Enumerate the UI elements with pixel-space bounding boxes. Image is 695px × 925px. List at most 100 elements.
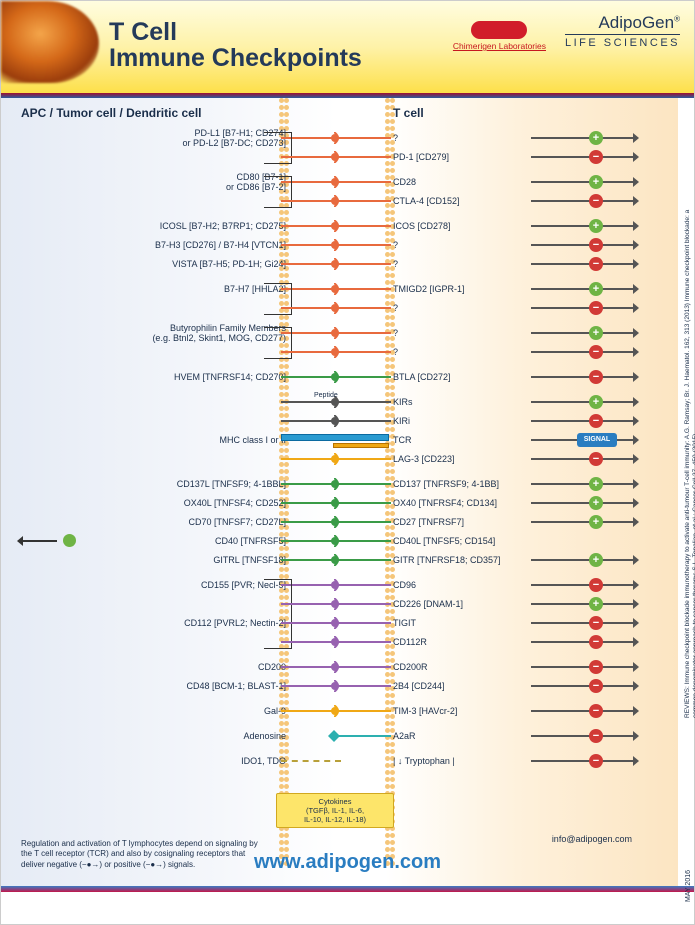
- receptor-label: 2B4 [CD244]: [393, 681, 523, 691]
- email: info@adipogen.com: [552, 834, 632, 844]
- arrowhead-icon: [633, 454, 639, 464]
- signal-arrow: +: [531, 502, 636, 504]
- signal-arrow: −: [531, 200, 636, 202]
- positive-signal-icon: +: [589, 219, 603, 233]
- arrowhead-icon: [633, 479, 639, 489]
- page: T Cell Immune Checkpoints Chimerigen Lab…: [0, 0, 695, 925]
- receptor-bar: [336, 401, 391, 403]
- positive-signal-icon: +: [589, 175, 603, 189]
- signal-arrow: −: [531, 735, 636, 737]
- ligand-label: MHC class I or II: [16, 435, 286, 445]
- ligand-label: B7-H7 [HHLA2]: [16, 284, 286, 294]
- interaction-row: CD112 [PVRL2; Nectin-2]TIGIT−: [1, 613, 694, 632]
- receptor-label: CD96: [393, 580, 523, 590]
- lag-bar: [333, 443, 389, 448]
- receptor-bar: [336, 584, 391, 586]
- col-header-left: APC / Tumor cell / Dendritic cell: [21, 106, 202, 120]
- interaction-row: CD112R−: [1, 632, 694, 651]
- interaction-row: AdenosineA2aR−: [1, 726, 694, 745]
- receptor-label: TCR: [393, 435, 523, 445]
- receptor-bar: [336, 458, 391, 460]
- receptor-bar: [336, 735, 391, 737]
- arrowhead-icon: [633, 681, 639, 691]
- interaction-row: CD70 [TNFSF7; CD27L]CD27 [TNFRSF7]+: [1, 512, 694, 531]
- receptor-label: TIGIT: [393, 618, 523, 628]
- interaction-row: ?−: [1, 298, 694, 317]
- adipo-name: AdipoGen®: [565, 13, 680, 33]
- date: MAY 2016: [685, 870, 692, 902]
- signal-arrow: +: [531, 521, 636, 523]
- positive-signal-icon: +: [589, 131, 603, 145]
- ligand-label: Butyrophilin Family Members (e.g. Btnl2,…: [16, 323, 286, 343]
- receptor-bar: [336, 156, 391, 158]
- receptor-label: ?: [393, 240, 523, 250]
- signal-arrow: +: [531, 225, 636, 227]
- receptor-bar: [336, 420, 391, 422]
- ligand-label: CD200: [16, 662, 286, 672]
- receptor-bar: [336, 376, 391, 378]
- tcr-signal-badge: SIGNAL: [577, 433, 617, 447]
- arrowhead-icon: [633, 580, 639, 590]
- positive-signal-icon: +: [589, 515, 603, 529]
- receptor-label: LAG-3 [CD223]: [393, 454, 523, 464]
- positive-signal-icon: +: [589, 496, 603, 510]
- receptor-label: CD226 [DNAM-1]: [393, 599, 523, 609]
- interaction-row: MHC class I or II TCR SIGNAL: [1, 430, 694, 449]
- ligand-label: CD48 [BCM-1; BLAST-1]: [16, 681, 286, 691]
- arrowhead-icon: [633, 221, 639, 231]
- receptor-bar: [336, 521, 391, 523]
- interaction-row: OX40L [TNFSF4; CD252]OX40 [TNFRSF4; CD13…: [1, 493, 694, 512]
- signal-arrow: −: [531, 263, 636, 265]
- negative-signal-icon: −: [589, 635, 603, 649]
- positive-signal-icon: +: [589, 553, 603, 567]
- arrowhead-icon: [633, 706, 639, 716]
- receptor-bar: [336, 540, 391, 542]
- signal-arrow: −: [531, 641, 636, 643]
- receptor-label: OX40 [TNFRSF4; CD134]: [393, 498, 523, 508]
- receptor-bar: [336, 244, 391, 246]
- ligand-label: GITRL [TNFSF18]: [16, 555, 286, 565]
- receptor-bar: [336, 666, 391, 668]
- interaction-row: CD48 [BCM-1; BLAST-1] 2B4 [CD244] −: [1, 676, 694, 695]
- receptor-label: ?: [393, 347, 523, 357]
- receptor-bar: [336, 181, 391, 183]
- col-header-right: T cell: [393, 106, 424, 120]
- arrowhead-icon: [633, 435, 639, 445]
- signal-arrow: +: [531, 603, 636, 605]
- chim-text: Chimerigen Laboratories: [453, 41, 546, 51]
- interaction-row: PD-1 [CD279]−: [1, 147, 694, 166]
- signal-arrow: +: [531, 332, 636, 334]
- negative-signal-icon: −: [589, 452, 603, 466]
- signal-arrow: SIGNAL: [531, 439, 636, 441]
- chim-bubble: [471, 21, 527, 39]
- interaction-row: CD200CD200R−: [1, 657, 694, 676]
- interaction-row: IDO1, TDO| ↓ Tryptophan |−: [1, 751, 694, 770]
- arrowhead-icon: [633, 372, 639, 382]
- signal-arrow: −: [531, 760, 636, 762]
- receptor-bar: [336, 483, 391, 485]
- signal-arrow: −: [531, 420, 636, 422]
- signal-arrow: −: [531, 685, 636, 687]
- interaction-row: B7-H7 [HHLA2]TMIGD2 [IGPR-1]+: [1, 279, 694, 298]
- negative-signal-icon: −: [589, 150, 603, 164]
- receptor-label: TMIGD2 [IGPR-1]: [393, 284, 523, 294]
- negative-signal-icon: −: [589, 660, 603, 674]
- receptor-bar: [336, 502, 391, 504]
- receptor-label: BTLA [CD272]: [393, 372, 523, 382]
- interaction-row: KIRs+Peptide: [1, 392, 694, 411]
- negative-signal-icon: −: [589, 257, 603, 271]
- interaction-row: HVEM [TNFRSF14; CD270]BTLA [CD272]−: [1, 367, 694, 386]
- arrowhead-icon: [633, 240, 639, 250]
- footer-divider: [1, 886, 694, 892]
- arrowhead-icon: [633, 347, 639, 357]
- website: www.adipogen.com: [1, 851, 694, 874]
- cell-image: [1, 1, 99, 83]
- arrowhead-icon: [633, 152, 639, 162]
- arrowhead-icon: [633, 555, 639, 565]
- signal-arrow: −: [531, 376, 636, 378]
- mhc-bar: [281, 434, 389, 441]
- receptor-label: KIRi: [393, 416, 523, 426]
- receptor-label: ICOS [CD278]: [393, 221, 523, 231]
- receptor-bar: [336, 559, 391, 561]
- negative-signal-icon: −: [589, 616, 603, 630]
